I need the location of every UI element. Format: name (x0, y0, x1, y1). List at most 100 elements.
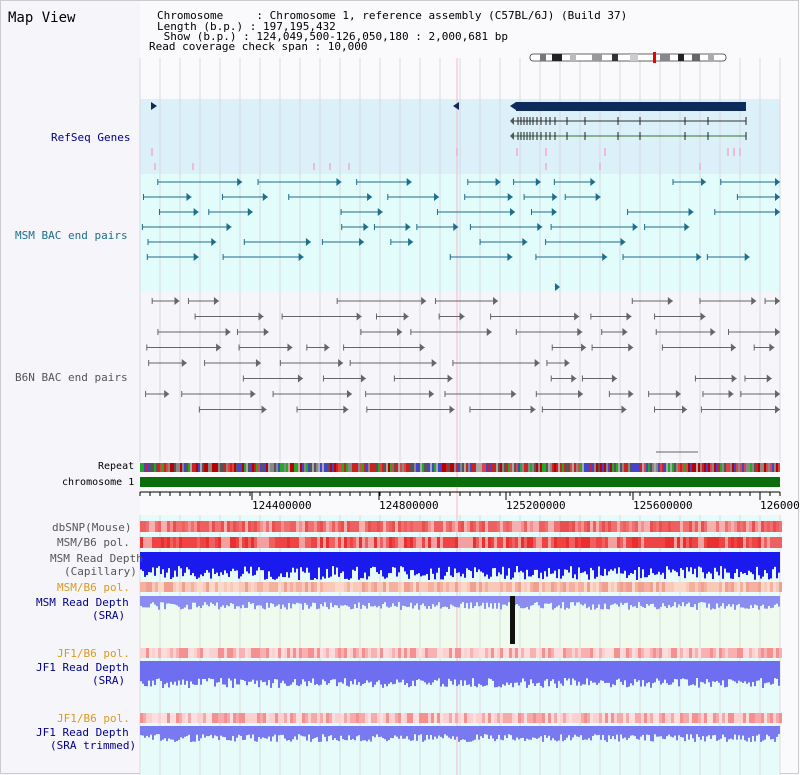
jf1-trimmed-depth (236, 726, 238, 738)
jf1-trimmed-depth (208, 726, 210, 737)
msm-pol-cell (590, 582, 593, 592)
track-label-b6n-bac[interactable]: B6N BAC end pairs (15, 371, 128, 384)
msm-pol-cell (515, 537, 518, 548)
repeat-segment (292, 463, 294, 472)
msm-capillary-depth (420, 552, 422, 577)
jf1-sra-depth (714, 661, 716, 682)
jf1-sra-depth (704, 661, 706, 684)
msm-capillary-depth (350, 552, 352, 579)
dbsnp-cell (305, 521, 308, 532)
msm-sra-depth (432, 596, 434, 605)
msm-capillary-depth (708, 552, 710, 572)
jf1-pol-cell (518, 648, 521, 658)
jf1-pol-cell (704, 713, 707, 723)
msm-capillary-depth (284, 552, 286, 578)
dbsnp-cell (683, 521, 686, 532)
jf1-trimmed-depth (332, 726, 334, 741)
repeat-segment (744, 463, 746, 472)
jf1-pol-cell (686, 648, 689, 658)
repeat-segment (746, 463, 748, 472)
msm-sra-depth (578, 596, 580, 603)
jf1-trimmed-depth (608, 726, 610, 736)
msm-pol-cell (341, 582, 344, 592)
dbsnp-cell (293, 521, 296, 532)
msm-pol-cell (374, 582, 377, 592)
msm-pol-cell (491, 582, 494, 592)
b6n-bac-end (225, 328, 231, 336)
gene-arrow (151, 102, 157, 110)
dbsnp-cell (233, 521, 236, 532)
jf1-pol-cell (455, 648, 458, 658)
jf1-sra-depth (424, 661, 426, 683)
msm-pol-cell (452, 582, 455, 592)
msm-sra-depth (582, 596, 584, 606)
repeat-segment (368, 463, 370, 472)
msm-pol-cell (266, 537, 269, 548)
msm-capillary-depth (286, 552, 288, 573)
msm-sra-depth (202, 596, 204, 606)
msm-capillary-depth (738, 552, 740, 578)
msm-capillary-depth (744, 552, 746, 573)
jf1-sra-depth (214, 661, 216, 687)
msm-pol-cell (773, 582, 776, 592)
dbsnp-cell (569, 521, 572, 532)
jf1-trimmed-depth (554, 726, 556, 741)
repeat-segment (772, 463, 774, 472)
repeat-segment (620, 463, 622, 472)
repeat-segment (394, 463, 396, 472)
msm-sra-depth (328, 596, 330, 610)
track-label-msm-bac[interactable]: MSM BAC end pairs (15, 229, 128, 242)
msm-capillary-depth (580, 552, 582, 573)
jf1-trimmed-depth (610, 726, 612, 739)
jf1-trimmed-depth (388, 726, 390, 740)
repeat-segment (648, 463, 650, 472)
msm-capillary-depth (478, 552, 480, 570)
msm-capillary-depth (214, 552, 216, 574)
jf1-pol-cell (626, 713, 629, 723)
jf1-pol-cell (428, 713, 431, 723)
b6n-bac-end (431, 359, 437, 367)
jf1-sra-depth (694, 661, 696, 686)
jf1-pol-cell (275, 713, 278, 723)
jf1-pol-cell (224, 648, 227, 658)
jf1-trimmed-depth (546, 726, 548, 738)
jf1-pol-cell (584, 648, 587, 658)
msm-pol-cell (542, 582, 545, 592)
repeat-segment (186, 463, 188, 472)
jf1-sra-depth (656, 661, 658, 679)
jf1-pol-cell (512, 713, 515, 723)
repeat-segment (228, 463, 230, 472)
jf1-sra-depth (744, 661, 746, 682)
jf1-pol-cell (236, 648, 239, 658)
msm-bac-end (193, 208, 199, 216)
jf1-sra-depth (386, 661, 388, 687)
b6n-bac-end (628, 390, 634, 398)
jf1-trimmed-depth (296, 726, 298, 740)
jf1-pol-cell (701, 648, 704, 658)
msm-pol-cell (578, 582, 581, 592)
msm-sra-depth (646, 596, 648, 604)
jf1-pol-cell (488, 713, 491, 723)
jf1-trimmed-depth (464, 726, 466, 740)
msm-pol-cell (326, 537, 329, 548)
jf1-trimmed-depth (428, 726, 430, 740)
jf1-trimmed-depth (470, 726, 472, 742)
dbsnp-cell (335, 521, 338, 532)
msm-capillary-depth (540, 552, 542, 573)
jf1-sra-depth (646, 661, 648, 684)
dbsnp-cell (269, 521, 272, 532)
track-label-refseq[interactable]: RefSeq Genes (51, 131, 131, 144)
msm-sra-depth (232, 596, 234, 604)
jf1-trimmed-depth (314, 726, 316, 738)
dbsnp-cell (779, 521, 782, 532)
jf1-trimmed-depth (240, 726, 242, 737)
jf1-pol-cell (776, 713, 779, 723)
msm-pol-cell (701, 537, 704, 548)
msm-capillary-depth (398, 552, 400, 573)
msm-pol-cell (554, 537, 557, 548)
msm-sra-depth (258, 596, 260, 606)
msm-capillary-depth (144, 552, 146, 577)
jf1-sra-depth (304, 661, 306, 682)
msm-sra-depth (392, 596, 394, 604)
msm-capillary-depth (340, 552, 342, 574)
